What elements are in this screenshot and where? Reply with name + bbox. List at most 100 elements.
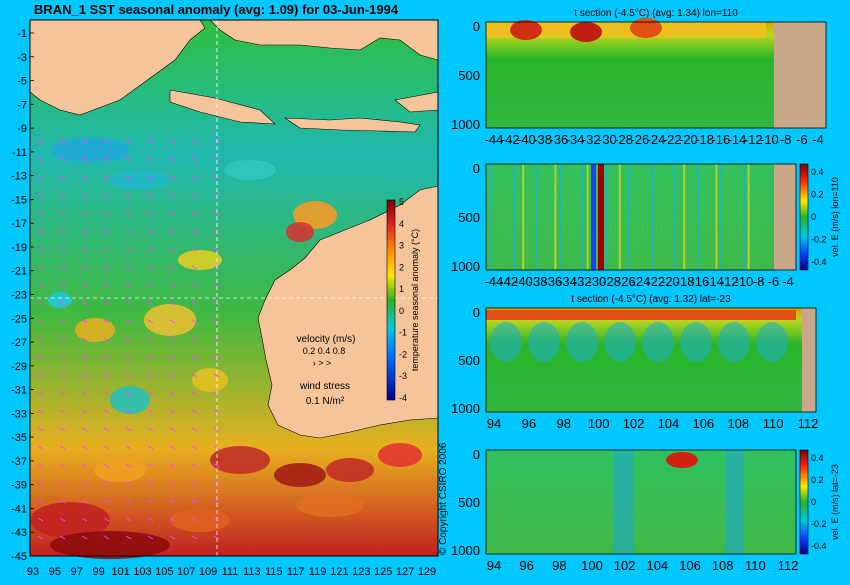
- longitude-tick-label: 129: [418, 566, 436, 578]
- wind-vector: [169, 157, 176, 162]
- colorbar-tick-label: 0: [399, 306, 404, 316]
- latitude-tick-label: -31: [11, 385, 27, 397]
- wind-vector: [59, 445, 66, 450]
- section-x-tick-label: -18: [676, 274, 695, 289]
- wind-vector: [37, 157, 44, 162]
- wind-vector: [169, 283, 176, 288]
- wind-vector: [103, 193, 110, 198]
- wind-vector: [147, 409, 154, 414]
- section-x-tick-label: 96: [522, 416, 536, 431]
- eddy-patch: [274, 463, 326, 487]
- cool-dome: [490, 322, 522, 362]
- section-x-tick-label: -30: [588, 274, 607, 289]
- wind-vector: [59, 391, 66, 396]
- wind-vector: [169, 247, 176, 252]
- wind-vector: [37, 193, 44, 198]
- wind-vector: [81, 499, 88, 504]
- wind-vector: [81, 139, 88, 144]
- colorbar-tick-label: -1: [399, 328, 407, 338]
- latitude-tick-label: -3: [17, 52, 27, 64]
- section-panels: t section (-4.5°C) (avg: 1.34) lon=110 0 5…: [451, 8, 840, 573]
- wind-vector: [81, 211, 88, 216]
- velocity-colorbar-label: vel. E (m/s) lon=110: [830, 177, 840, 257]
- wind-vector: [213, 355, 220, 360]
- latitude-tick-label: -39: [11, 480, 27, 492]
- velocity-stripe: [720, 164, 722, 270]
- wind-vector: [81, 427, 88, 432]
- section-frame: [485, 21, 827, 129]
- velocity-stripe: [664, 164, 667, 270]
- latitude-tick-label: -43: [11, 527, 27, 539]
- velocity-stripe: [692, 164, 695, 270]
- section-frame: [485, 163, 797, 271]
- strong-flow-band: [598, 164, 604, 270]
- wind-vector: [213, 211, 220, 216]
- wind-vector: [191, 139, 198, 144]
- section-x-tick-label: -22: [663, 132, 682, 147]
- longitude-tick-label: 93: [27, 566, 39, 578]
- velocity-colorbar: [799, 163, 809, 271]
- wind-vector: [125, 193, 132, 198]
- wind-vector: [147, 229, 154, 234]
- velocity-colorbar-tick: -0.4: [811, 541, 827, 551]
- velocity-legend: velocity (m/s) 0.2 0.4 0.8 › > > wind st…: [297, 334, 356, 407]
- wind-vector: [191, 175, 198, 180]
- wind-vector: [81, 355, 88, 360]
- section-x-tick-label: -38: [529, 274, 548, 289]
- section-field: [486, 450, 796, 554]
- eddy-patch: [178, 250, 222, 270]
- wind-vector: [147, 337, 154, 342]
- wind-vector: [37, 391, 44, 396]
- eddy-patch: [224, 160, 276, 180]
- wind-vector: [169, 427, 176, 432]
- wind-vector: [59, 211, 66, 216]
- wind-vector: [125, 373, 132, 378]
- velocity-colorbar-tick: 0: [811, 212, 816, 222]
- wind-vector: [59, 499, 66, 504]
- map-title: BRAN_1 SST seasonal anomaly (avg: 1.09) …: [34, 2, 399, 17]
- longitude-tick-label: 121: [330, 566, 348, 578]
- wind-vector: [103, 283, 110, 288]
- section-x-tick-label: -6: [796, 132, 808, 147]
- wind-vector: [169, 445, 176, 450]
- latitude-tick-label: -13: [11, 171, 27, 183]
- velocity-legend-label: velocity (m/s): [297, 334, 356, 345]
- wind-vector: [213, 229, 220, 234]
- wind-vector: [191, 355, 198, 360]
- wind-vector: [103, 229, 110, 234]
- wind-vector: [147, 265, 154, 270]
- velocity-stripe: [724, 164, 727, 270]
- section-x-tick-label: -40: [514, 274, 533, 289]
- wind-vector: [37, 139, 44, 144]
- wind-legend-value: 0.1 N/m²: [306, 396, 345, 407]
- latitude-tick-label: -1: [17, 28, 27, 40]
- eddy-patch: [75, 318, 115, 342]
- velocity-stripe: [499, 164, 502, 270]
- velocity-colorbar-tick: -0.2: [811, 235, 827, 245]
- wind-vector: [59, 193, 66, 198]
- latitude-tick-label: -5: [17, 76, 27, 88]
- land-java: [169, 89, 276, 125]
- depth-tick-label: 0: [473, 161, 480, 176]
- velocity-stripe: [526, 164, 529, 270]
- wind-vector: [59, 139, 66, 144]
- section-x-tick-label: 106: [679, 558, 701, 573]
- depth-tick-label: 1000: [451, 259, 480, 274]
- longitude-axis: 93 95 97 99 101 103 105 107 109 111 113 115 117 119 12…: [27, 566, 436, 578]
- wind-vector: [191, 481, 198, 486]
- velocity-stripe: [586, 164, 589, 270]
- wind-vector: [213, 319, 220, 324]
- wind-vector: [59, 247, 66, 252]
- wind-vector: [213, 175, 220, 180]
- eddy-patch: [326, 458, 374, 482]
- section-x-tick-label: -38: [533, 132, 552, 147]
- wind-vector: [169, 481, 176, 486]
- wind-vector: [81, 409, 88, 414]
- section-field: [486, 22, 826, 128]
- wind-vector: [103, 445, 110, 450]
- eddy-patch: [110, 170, 170, 190]
- wind-vector: [37, 535, 44, 540]
- wind-vector: [191, 283, 198, 288]
- wind-vector: [59, 175, 66, 180]
- wind-vector: [169, 463, 176, 468]
